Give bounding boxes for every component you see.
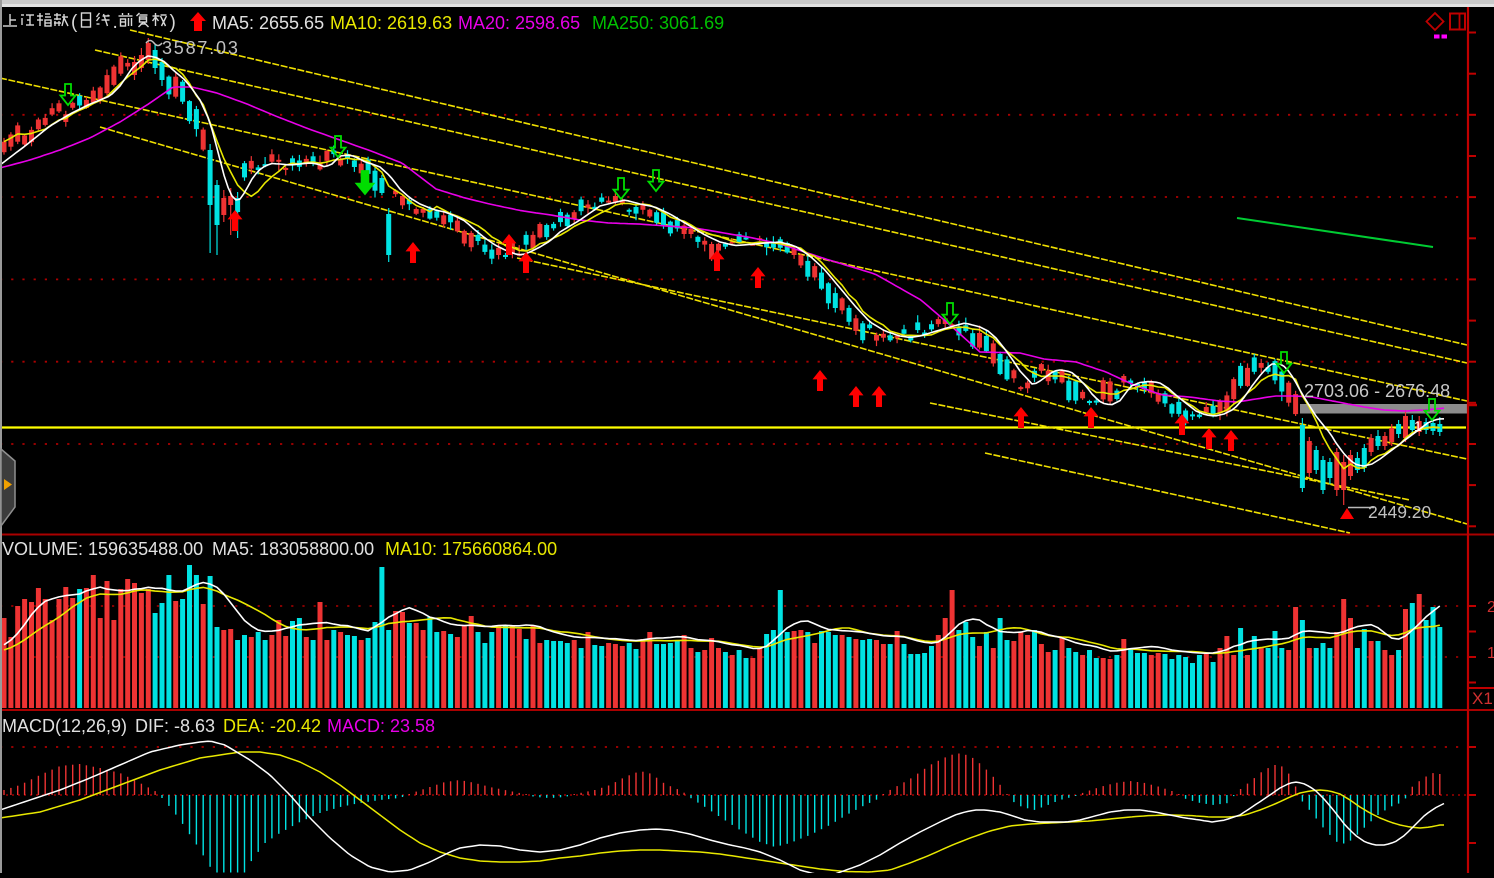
svg-text:MA10: 2619.63: MA10: 2619.63: [330, 13, 452, 33]
svg-text:2449.20: 2449.20: [1368, 502, 1432, 522]
svg-text:2703.06 - 2676.48: 2703.06 - 2676.48: [1304, 381, 1450, 401]
svg-text:.: .: [113, 12, 118, 33]
svg-text:2: 2: [1487, 599, 1494, 616]
svg-text:(: (: [71, 12, 78, 33]
svg-text:MA5: 2655.65: MA5: 2655.65: [212, 13, 324, 33]
svg-text:MA250: 3061.69: MA250: 3061.69: [592, 13, 724, 33]
svg-text:X1: X1: [1472, 689, 1493, 708]
svg-text:DEA: -20.42: DEA: -20.42: [223, 716, 321, 736]
svg-text:MACD: 23.58: MACD: 23.58: [327, 716, 435, 736]
svg-text:MA10: 175660864.00: MA10: 175660864.00: [385, 539, 557, 559]
svg-text:MACD(12,26,9): MACD(12,26,9): [2, 716, 127, 736]
svg-text:3587.03: 3587.03: [162, 38, 240, 58]
svg-text:1: 1: [1414, 418, 1422, 434]
svg-text:MA20: 2598.65: MA20: 2598.65: [458, 13, 580, 33]
svg-text:DIF: -8.63: DIF: -8.63: [135, 716, 215, 736]
svg-text:VOLUME: 159635488.00: VOLUME: 159635488.00: [2, 539, 203, 559]
svg-text:MA5: 183058800.00: MA5: 183058800.00: [212, 539, 374, 559]
svg-text:): ): [170, 12, 176, 33]
svg-text:1: 1: [1487, 645, 1494, 662]
